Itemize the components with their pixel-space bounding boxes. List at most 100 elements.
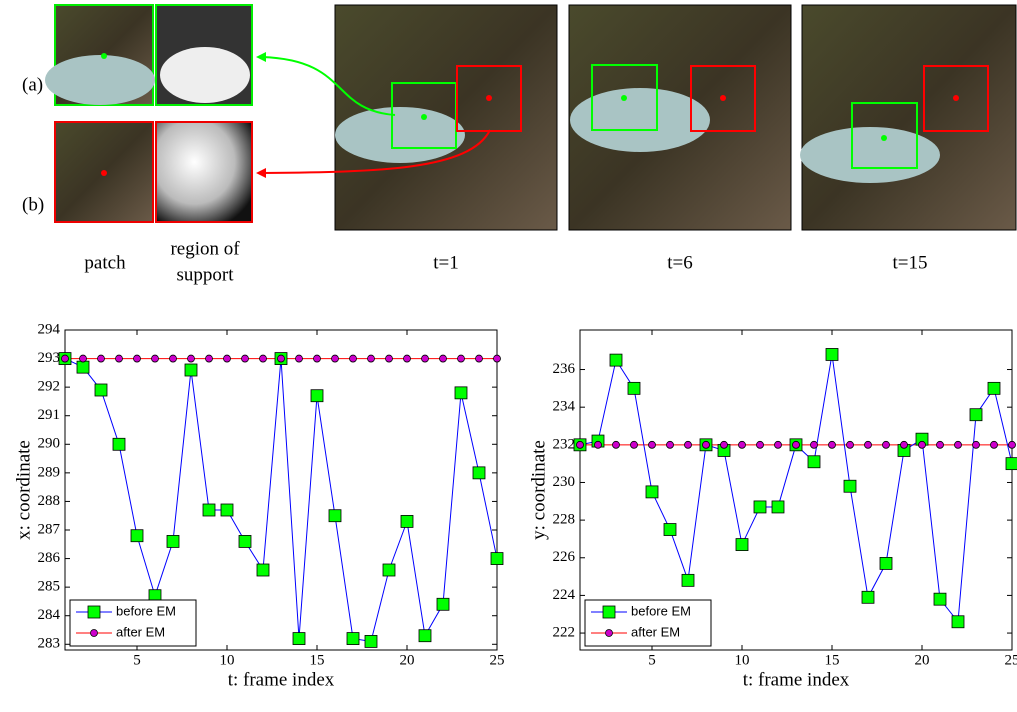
legend-marker xyxy=(90,629,98,637)
marker xyxy=(223,354,231,363)
marker xyxy=(648,440,656,449)
marker xyxy=(364,635,378,648)
marker xyxy=(807,455,821,469)
y-tick-label: 234 xyxy=(553,399,576,415)
marker xyxy=(277,354,285,363)
marker xyxy=(738,440,746,449)
marker xyxy=(133,354,141,363)
marker xyxy=(220,503,234,517)
y-tick-label: 222 xyxy=(553,624,576,640)
marker xyxy=(954,440,962,449)
legend-marker xyxy=(602,605,616,619)
y-tick-label: 232 xyxy=(553,436,576,452)
legend-marker xyxy=(605,629,613,637)
marker xyxy=(936,440,944,449)
marker xyxy=(720,440,728,449)
x-tick-label: 25 xyxy=(490,652,505,668)
marker xyxy=(454,386,468,400)
column-label: patch xyxy=(84,252,126,273)
marker xyxy=(612,440,620,449)
plot-area xyxy=(64,329,498,651)
marker xyxy=(900,440,908,449)
marker xyxy=(166,535,180,548)
marker xyxy=(828,440,836,449)
marker xyxy=(259,354,267,363)
marker xyxy=(1008,440,1016,449)
marker xyxy=(382,563,396,577)
marker xyxy=(346,632,360,645)
arrows xyxy=(256,52,491,178)
marker xyxy=(792,440,800,449)
marker xyxy=(933,592,947,606)
legend-label: after EM xyxy=(631,624,680,639)
marker xyxy=(418,629,432,643)
marker xyxy=(130,529,144,543)
y-tick-label: 292 xyxy=(38,379,61,395)
marker xyxy=(313,354,321,363)
x-tick-label: 20 xyxy=(915,652,930,668)
marker xyxy=(666,440,674,449)
marker xyxy=(490,552,504,565)
column-label: support xyxy=(177,264,235,285)
x-tick-label: 25 xyxy=(1005,652,1017,668)
marker xyxy=(825,348,839,361)
x-axis-label: t: frame index xyxy=(228,669,335,690)
marker xyxy=(609,353,623,367)
legend-label: before EM xyxy=(631,603,691,618)
marker xyxy=(439,354,447,363)
marker xyxy=(421,354,429,363)
y-tick-label: 284 xyxy=(38,607,61,623)
y-tick-label: 286 xyxy=(38,550,61,566)
marker xyxy=(846,440,854,449)
marker xyxy=(256,563,270,577)
x-tick-label: 5 xyxy=(648,652,656,668)
marker xyxy=(457,354,465,363)
marker xyxy=(349,354,357,363)
marker xyxy=(810,440,818,449)
frame-label: t=15 xyxy=(893,252,928,273)
marker xyxy=(987,381,1001,395)
marker xyxy=(184,363,198,377)
marker xyxy=(205,354,213,363)
marker xyxy=(169,354,177,363)
marker xyxy=(753,500,767,514)
marker xyxy=(684,440,692,449)
y-tick-label: 228 xyxy=(553,512,576,528)
marker xyxy=(61,354,69,363)
marker xyxy=(882,440,890,449)
marker xyxy=(663,523,677,536)
x-tick-label: 20 xyxy=(400,652,415,668)
legend-marker xyxy=(87,605,101,619)
marker xyxy=(241,354,249,363)
y-tick-label: 294 xyxy=(38,321,61,337)
marker xyxy=(864,440,872,449)
marker xyxy=(79,354,87,363)
row-label: (a) xyxy=(22,74,43,95)
marker xyxy=(151,354,159,363)
marker xyxy=(576,440,584,449)
marker xyxy=(202,503,216,517)
y-tick-label: 290 xyxy=(38,436,61,452)
marker xyxy=(493,354,501,363)
frames xyxy=(334,4,1017,231)
marker xyxy=(97,354,105,363)
y-tick-label: 285 xyxy=(38,579,61,595)
y-tick-label: 283 xyxy=(38,636,61,652)
marker xyxy=(879,557,893,570)
marker xyxy=(310,389,324,403)
marker xyxy=(771,500,785,514)
marker xyxy=(918,440,926,449)
row-label: (b) xyxy=(22,194,44,215)
marker xyxy=(187,354,195,363)
column-label: region of xyxy=(170,238,240,259)
y-axis-label: x: coordinate xyxy=(13,440,34,540)
marker xyxy=(472,466,486,480)
marker xyxy=(1005,457,1017,471)
y-tick-label: 288 xyxy=(38,493,61,509)
marker xyxy=(115,354,123,363)
y-tick-label: 230 xyxy=(553,474,576,490)
marker xyxy=(630,440,638,449)
marker xyxy=(403,354,411,363)
marker xyxy=(112,437,126,451)
